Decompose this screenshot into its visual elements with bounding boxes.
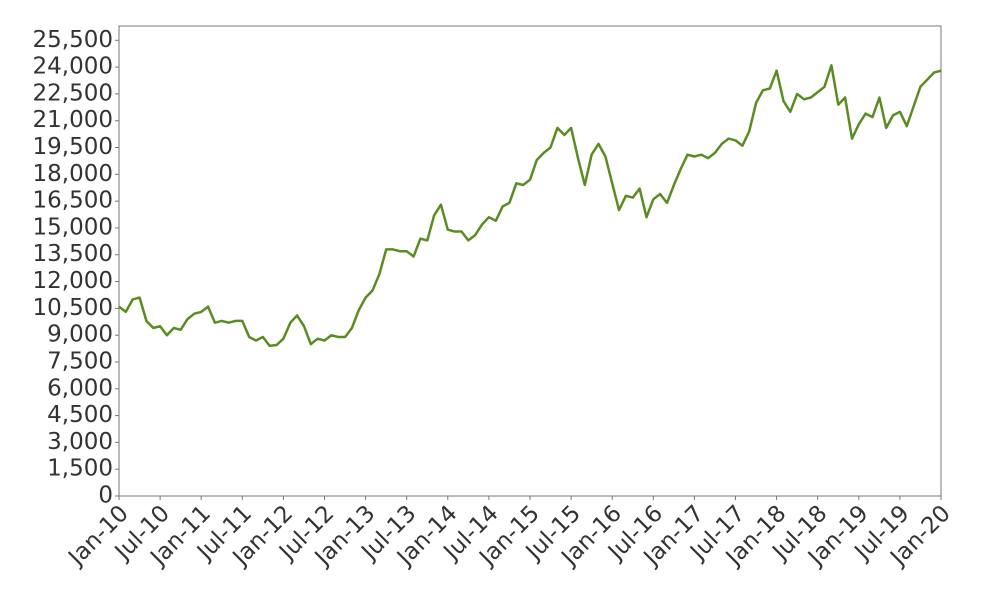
y-tick-label: 25,500 bbox=[33, 27, 113, 53]
line-series bbox=[118, 64, 942, 348]
y-tick-label: 0 bbox=[98, 483, 113, 509]
y-tick-label: 10,500 bbox=[33, 295, 113, 321]
y-tick-label: 4,500 bbox=[47, 402, 113, 428]
y-tick-label: 24,000 bbox=[33, 54, 113, 80]
y-tick-label: 6,000 bbox=[47, 375, 113, 401]
plot-frame bbox=[118, 25, 942, 497]
y-tick-label: 22,500 bbox=[33, 80, 113, 106]
y-tick-label: 7,500 bbox=[47, 348, 113, 374]
y-tick-label: 15,000 bbox=[33, 214, 113, 240]
y-tick-label: 9,000 bbox=[47, 322, 113, 348]
y-tick-label: 18,000 bbox=[33, 161, 113, 187]
y-tick-label: 21,000 bbox=[33, 107, 113, 133]
y-tick-label: 3,000 bbox=[47, 429, 113, 455]
y-tick-label: 12,000 bbox=[33, 268, 113, 294]
y-tick-label: 19,500 bbox=[33, 134, 113, 160]
y-tick-label: 13,500 bbox=[33, 241, 113, 267]
y-tick-label: 1,500 bbox=[47, 456, 113, 482]
y-tick-label: 16,500 bbox=[33, 188, 113, 214]
